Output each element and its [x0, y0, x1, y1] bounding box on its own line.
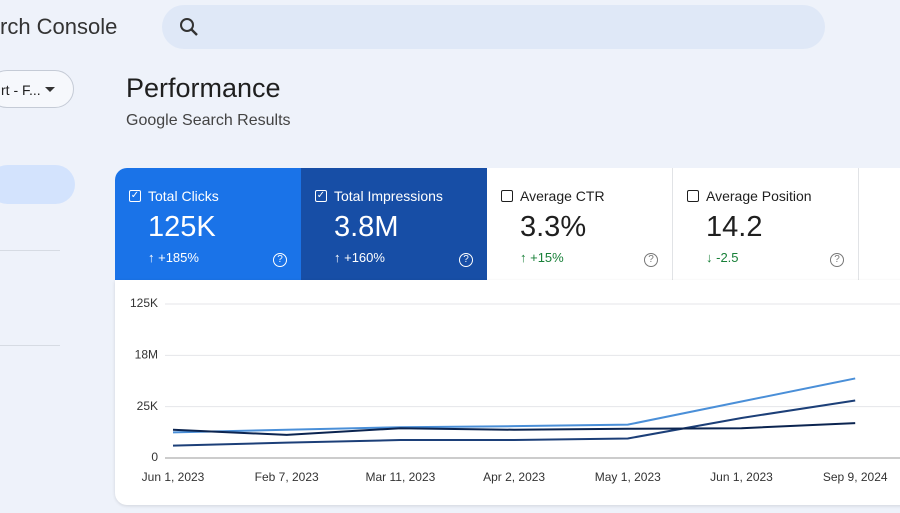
search-bar[interactable]: [162, 5, 825, 49]
search-icon: [180, 18, 198, 36]
metric-label: Average Position: [706, 188, 812, 204]
divider: [0, 345, 60, 346]
checkbox[interactable]: ✓: [315, 190, 327, 202]
metric-card[interactable]: ✓ Total Impressions 3.8M ↑ +160%?: [301, 168, 487, 280]
metric-label: Total Clicks: [148, 188, 219, 204]
metric-change: ↑ +185%: [148, 250, 199, 265]
series-line: [172, 422, 856, 436]
checkbox[interactable]: ✓: [129, 190, 141, 202]
help-icon[interactable]: ?: [273, 253, 287, 267]
checkbox[interactable]: [501, 190, 513, 202]
active-nav-item[interactable]: [0, 165, 75, 204]
x-tick-label: Sep 9, 2024: [823, 470, 888, 484]
metric-cards: ✓ Total Clicks 125K ↑ +185%? ✓ Total Impressi…: [115, 168, 900, 280]
metric-card[interactable]: ✓ Total Clicks 125K ↑ +185%?: [115, 168, 301, 280]
series-line: [172, 399, 856, 447]
metric-change: ↑ +15%: [520, 250, 564, 265]
y-tick-label: 0: [151, 450, 158, 464]
metric-change: ↓ -2.5: [706, 250, 739, 265]
metric-label: Total Impressions: [334, 188, 443, 204]
help-icon[interactable]: ?: [459, 253, 473, 267]
page-title: Performance: [126, 73, 281, 103]
metric-value: 3.3%: [520, 211, 587, 243]
help-icon[interactable]: ?: [830, 253, 844, 267]
x-tick-label: Apr 2, 2023: [483, 470, 545, 484]
app-title: rch Console: [0, 14, 118, 39]
x-tick-label: Feb 7, 2023: [255, 470, 319, 484]
x-tick-label: Mar 11, 2023: [365, 470, 435, 484]
metric-value: 125K: [148, 211, 216, 243]
chart-card: [115, 280, 900, 505]
x-tick-label: May 1, 2023: [595, 470, 661, 484]
metric-value: 14.2: [706, 211, 763, 243]
property-selector[interactable]: rt - F...: [0, 70, 74, 108]
metric-change: ↑ +160%: [334, 250, 385, 265]
metric-value: 3.8M: [334, 211, 399, 243]
x-tick-label: Jun 1, 2023: [710, 470, 773, 484]
checkbox[interactable]: [687, 190, 699, 202]
y-tick-label: 18M: [135, 348, 158, 362]
y-tick-label: 125K: [130, 296, 158, 310]
metric-card[interactable]: Average Position 14.2 ↓ -2.5?: [673, 168, 859, 280]
help-icon[interactable]: ?: [644, 253, 658, 267]
page-subtitle: Google Search Results: [126, 112, 291, 129]
metric-label: Average CTR: [520, 188, 605, 204]
y-tick-label: 25K: [137, 399, 158, 413]
divider: [0, 250, 60, 251]
x-tick-label: Jun 1, 2023: [142, 470, 205, 484]
metric-card[interactable]: Average CTR 3.3% ↑ +15%?: [487, 168, 673, 280]
series-line: [172, 377, 856, 434]
